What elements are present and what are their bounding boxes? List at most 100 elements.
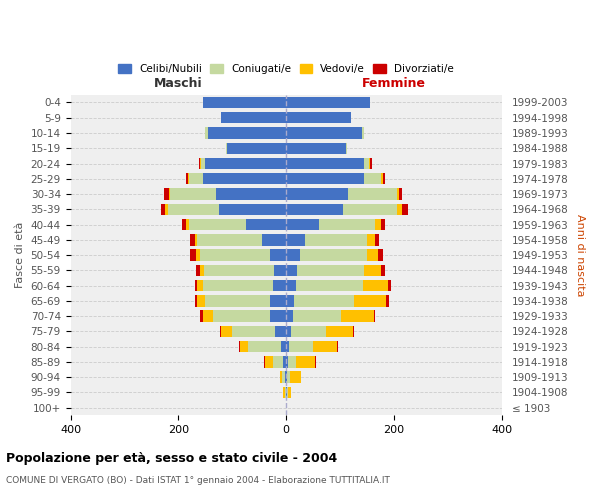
Bar bbox=[270, 250, 286, 261]
Bar bbox=[286, 234, 305, 245]
Text: Popolazione per età, sesso e stato civile - 2004: Popolazione per età, sesso e stato civil… bbox=[6, 452, 337, 465]
Bar bbox=[288, 386, 290, 398]
Bar bbox=[294, 295, 353, 306]
Bar bbox=[286, 356, 288, 368]
Bar bbox=[286, 295, 294, 306]
Bar bbox=[239, 341, 241, 352]
Bar bbox=[400, 188, 402, 200]
Bar bbox=[343, 204, 397, 215]
Bar bbox=[246, 219, 286, 230]
Bar bbox=[221, 326, 232, 337]
Bar bbox=[363, 280, 388, 291]
Bar bbox=[299, 250, 367, 261]
Bar bbox=[214, 310, 270, 322]
Bar bbox=[205, 128, 208, 138]
Bar bbox=[286, 219, 319, 230]
Bar bbox=[397, 188, 400, 200]
Bar bbox=[375, 234, 379, 245]
Bar bbox=[203, 280, 273, 291]
Bar bbox=[164, 188, 169, 200]
Bar bbox=[286, 280, 296, 291]
Bar bbox=[221, 112, 286, 124]
Bar bbox=[232, 326, 275, 337]
Y-axis label: Fasce di età: Fasce di età bbox=[15, 222, 25, 288]
Bar bbox=[283, 356, 286, 368]
Bar bbox=[315, 356, 316, 368]
Bar bbox=[388, 280, 391, 291]
Y-axis label: Anni di nascita: Anni di nascita bbox=[575, 214, 585, 296]
Bar bbox=[270, 310, 286, 322]
Bar bbox=[226, 142, 227, 154]
Bar bbox=[286, 310, 293, 322]
Bar bbox=[265, 356, 273, 368]
Bar bbox=[187, 173, 188, 184]
Bar bbox=[286, 142, 346, 154]
Bar bbox=[353, 326, 354, 337]
Bar bbox=[200, 250, 270, 261]
Bar bbox=[326, 326, 353, 337]
Bar bbox=[287, 372, 290, 383]
Bar bbox=[194, 234, 197, 245]
Bar bbox=[364, 158, 368, 169]
Bar bbox=[194, 295, 197, 306]
Bar bbox=[353, 295, 386, 306]
Bar bbox=[380, 173, 383, 184]
Bar bbox=[161, 204, 165, 215]
Bar bbox=[201, 158, 205, 169]
Bar bbox=[286, 250, 299, 261]
Bar bbox=[216, 188, 286, 200]
Bar bbox=[285, 372, 286, 383]
Bar bbox=[367, 250, 378, 261]
Bar bbox=[200, 310, 203, 322]
Legend: Celibi/Nubili, Coniugati/e, Vedovi/e, Divorziati/e: Celibi/Nubili, Coniugati/e, Vedovi/e, Di… bbox=[113, 58, 459, 79]
Bar bbox=[286, 188, 348, 200]
Bar bbox=[205, 158, 286, 169]
Bar bbox=[274, 264, 286, 276]
Bar bbox=[189, 173, 203, 184]
Bar bbox=[204, 264, 274, 276]
Bar bbox=[286, 204, 343, 215]
Bar bbox=[200, 264, 204, 276]
Bar bbox=[386, 295, 389, 306]
Bar bbox=[286, 173, 364, 184]
Bar bbox=[170, 188, 216, 200]
Bar bbox=[284, 386, 286, 398]
Text: COMUNE DI VERGATO (BO) - Dati ISTAT 1° gennaio 2004 - Elaborazione TUTTITALIA.IT: COMUNE DI VERGATO (BO) - Dati ISTAT 1° g… bbox=[6, 476, 390, 485]
Bar bbox=[241, 341, 248, 352]
Bar bbox=[273, 356, 283, 368]
Bar bbox=[313, 341, 337, 352]
Bar bbox=[370, 158, 372, 169]
Bar bbox=[286, 112, 351, 124]
Bar bbox=[190, 234, 194, 245]
Bar bbox=[364, 173, 380, 184]
Bar bbox=[169, 188, 170, 200]
Bar bbox=[402, 204, 407, 215]
Bar bbox=[194, 280, 197, 291]
Bar bbox=[197, 280, 203, 291]
Bar bbox=[203, 96, 286, 108]
Bar bbox=[286, 96, 370, 108]
Bar bbox=[290, 372, 301, 383]
Bar bbox=[263, 356, 265, 368]
Bar bbox=[196, 264, 200, 276]
Bar bbox=[362, 128, 364, 138]
Bar bbox=[286, 341, 289, 352]
Bar bbox=[189, 219, 246, 230]
Bar bbox=[290, 326, 326, 337]
Bar bbox=[167, 204, 219, 215]
Bar bbox=[203, 310, 214, 322]
Bar bbox=[281, 341, 286, 352]
Bar bbox=[219, 204, 286, 215]
Bar bbox=[182, 219, 187, 230]
Bar bbox=[273, 280, 286, 291]
Text: Maschi: Maschi bbox=[154, 78, 203, 90]
Bar bbox=[199, 158, 200, 169]
Bar bbox=[287, 386, 288, 398]
Bar bbox=[348, 188, 397, 200]
Bar bbox=[286, 326, 290, 337]
Bar bbox=[283, 386, 284, 398]
Bar bbox=[337, 341, 338, 352]
Bar bbox=[280, 372, 283, 383]
Bar bbox=[197, 234, 262, 245]
Bar bbox=[196, 250, 200, 261]
